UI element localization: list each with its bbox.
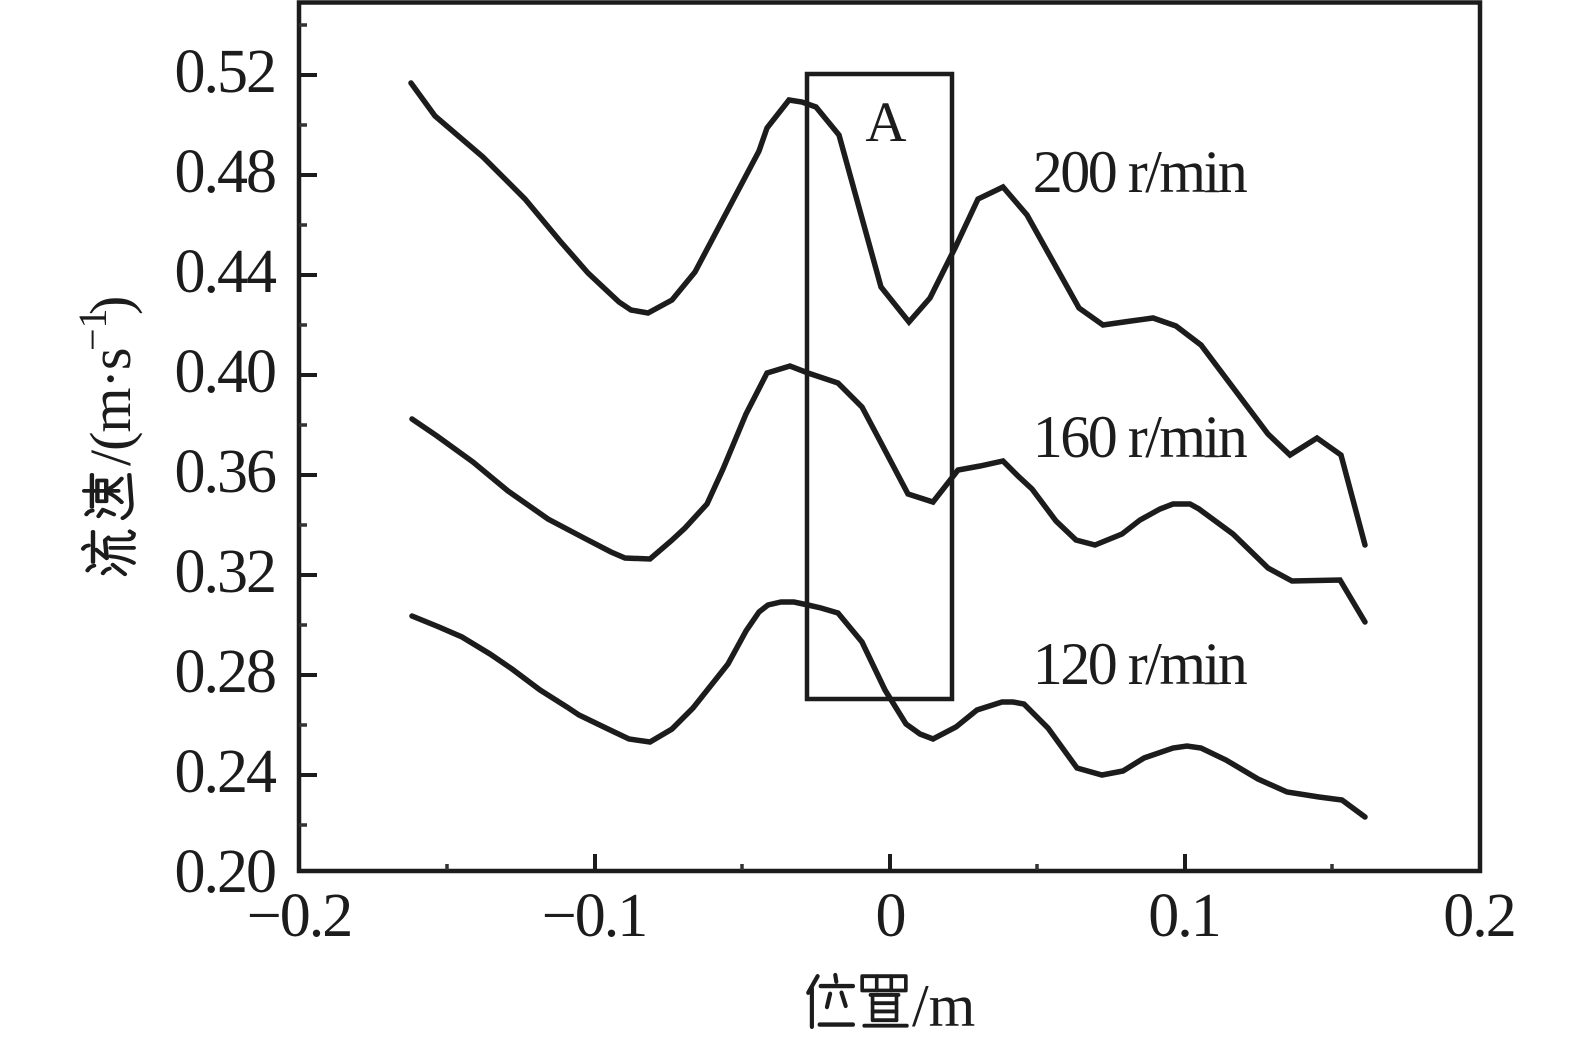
svg-text:−0.1: −0.1 [542, 882, 646, 950]
svg-text:0.52: 0.52 [175, 38, 276, 106]
svg-text:0.44: 0.44 [175, 238, 278, 306]
svg-text:0.40: 0.40 [175, 338, 276, 406]
svg-text:0.32: 0.32 [175, 538, 276, 606]
svg-text:120 r/min: 120 r/min [1033, 631, 1248, 697]
svg-text:0.28: 0.28 [175, 638, 276, 706]
svg-text:0.48: 0.48 [175, 138, 276, 206]
svg-text:0.2: 0.2 [1443, 882, 1515, 950]
svg-text:/m: /m [912, 973, 975, 1039]
svg-text:0.20: 0.20 [175, 838, 276, 906]
svg-text:−0.2: −0.2 [247, 882, 351, 950]
svg-text:/(m·s: /(m·s [78, 349, 143, 466]
svg-text:200 r/min: 200 r/min [1033, 139, 1248, 205]
svg-text:0.36: 0.36 [175, 438, 277, 506]
svg-text:0.1: 0.1 [1148, 882, 1220, 950]
svg-text:0: 0 [876, 882, 905, 950]
svg-text:A: A [865, 91, 906, 154]
svg-text:0.24: 0.24 [175, 738, 278, 806]
svg-text:−1: −1 [70, 308, 115, 351]
svg-text:160 r/min: 160 r/min [1033, 404, 1248, 470]
svg-text:): ) [78, 296, 143, 315]
